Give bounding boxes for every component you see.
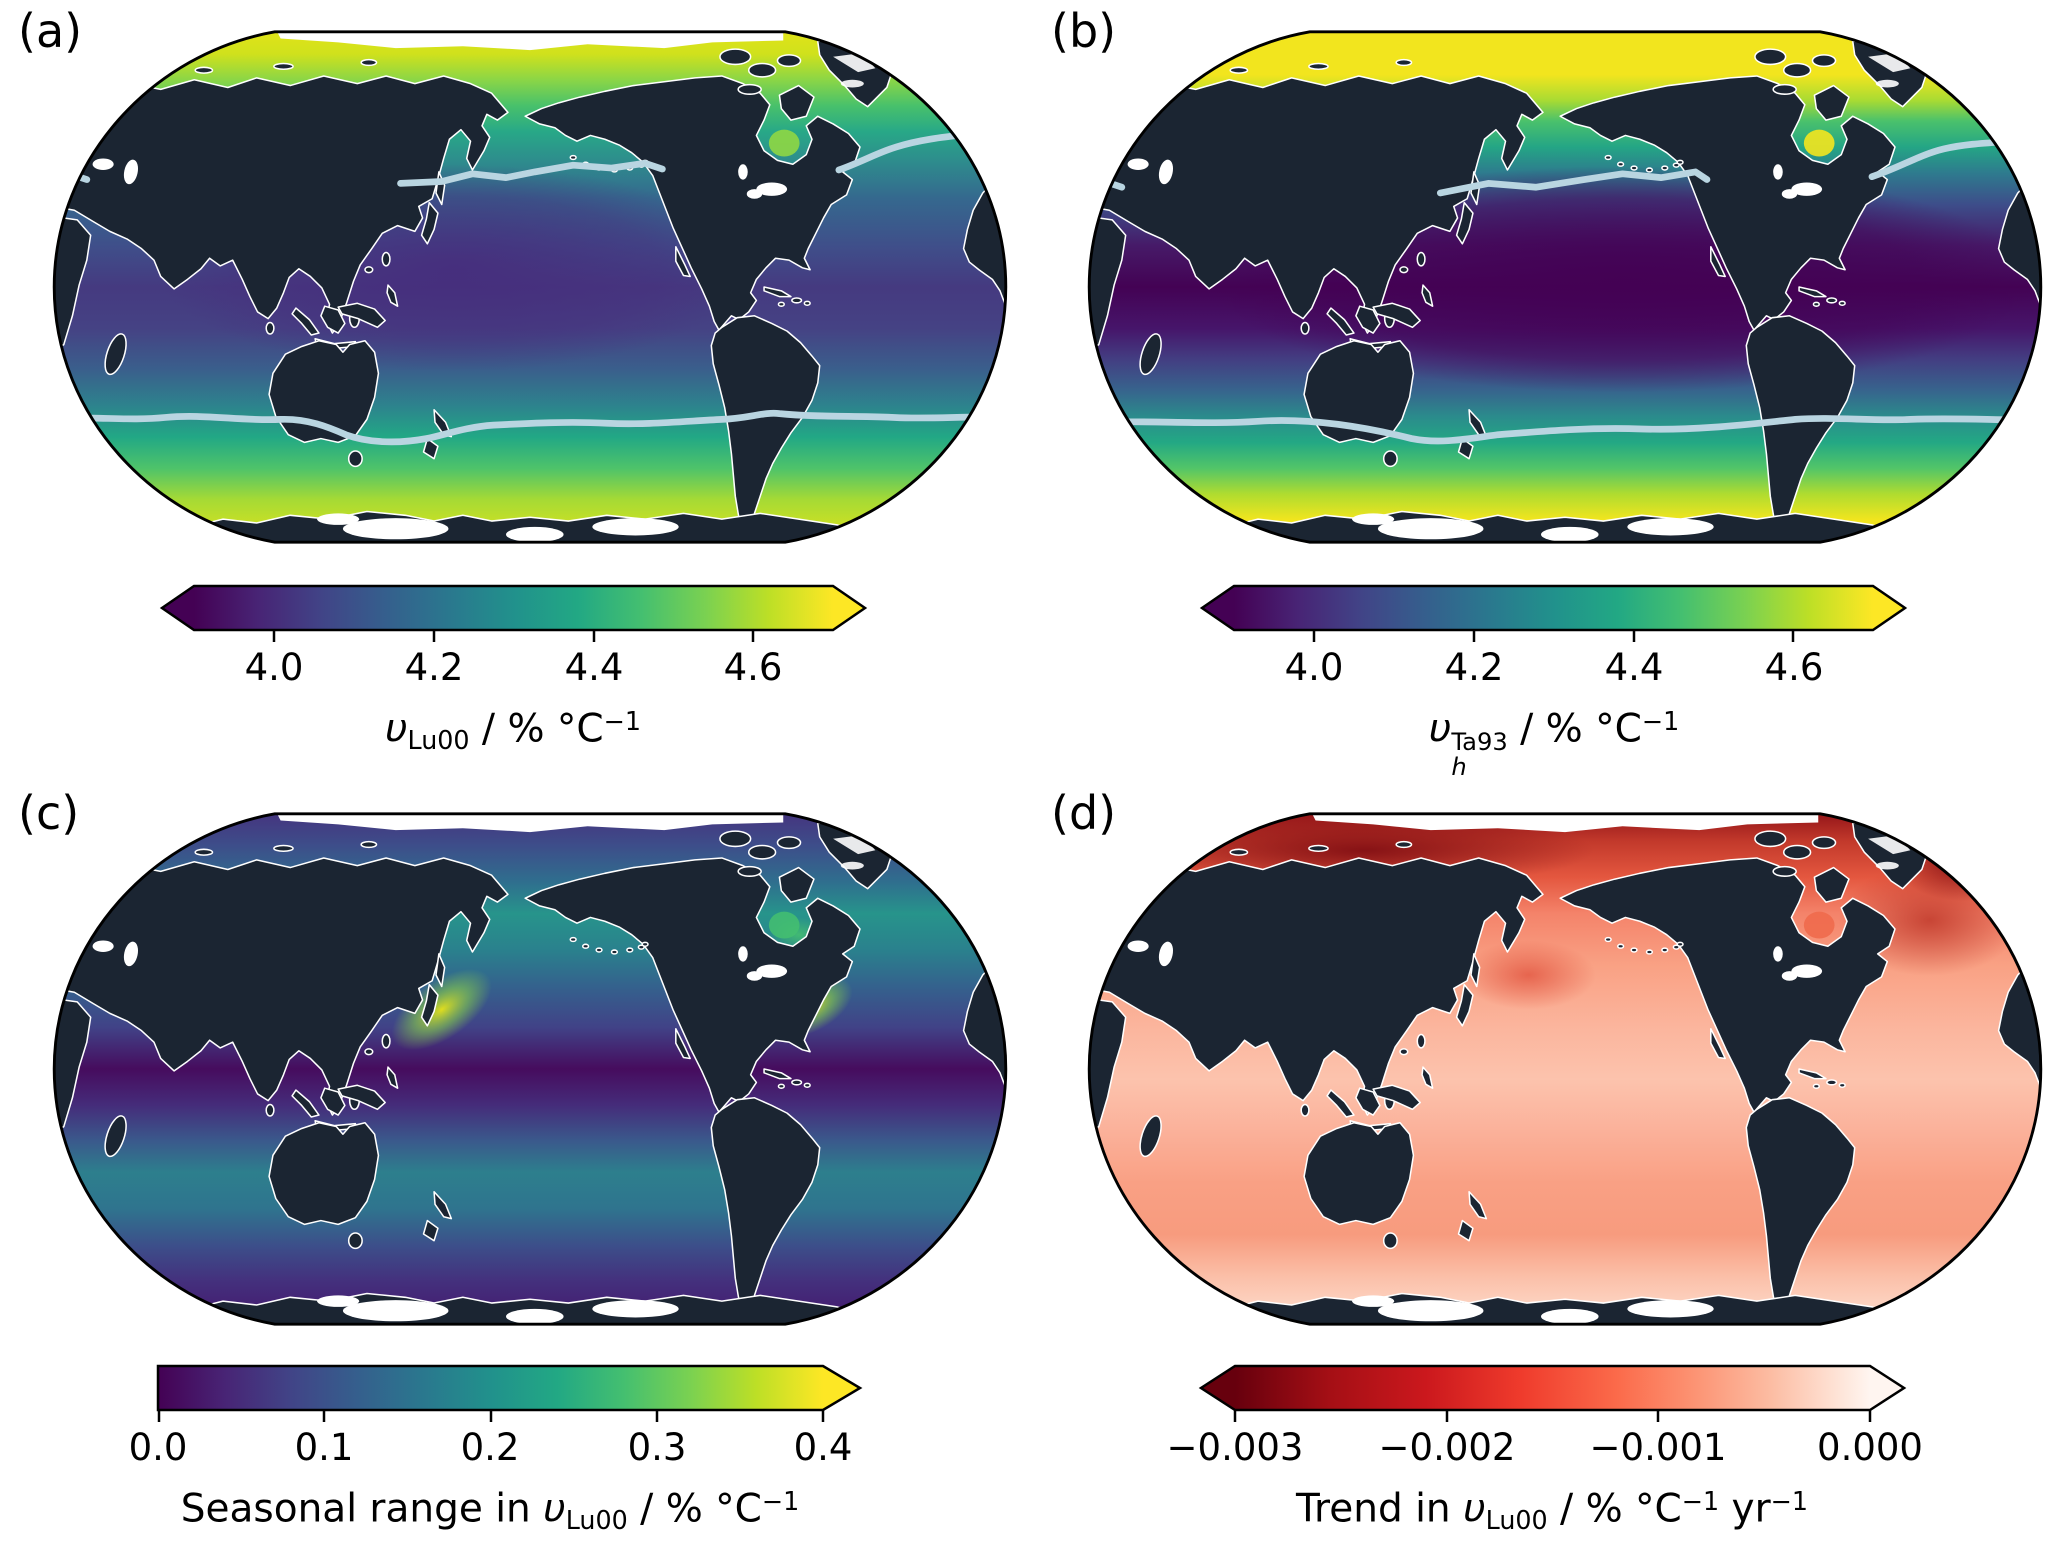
panel-d: (d) −0.003 −0.002 xyxy=(1034,780,2067,1553)
colorbar-c-tickmarks xyxy=(157,1410,825,1422)
colorbar-d-label: Trend in υLu00 / % °C−1 yr−1 xyxy=(1295,1486,1809,1535)
kuroshio-hotspot xyxy=(391,968,492,1051)
tick-label: 4.0 xyxy=(1284,646,1344,689)
tick-label: 0.2 xyxy=(460,1426,520,1469)
tick-label: −0.002 xyxy=(1378,1426,1516,1469)
nw-pacific-trend xyxy=(1461,940,1596,1010)
tick-label: 4.2 xyxy=(1444,646,1504,689)
tick-label: 4.2 xyxy=(404,646,464,689)
colorbar-d-tickmarks xyxy=(1233,1410,1872,1422)
colorbar-c-label: Seasonal range in υLu00 / % °C−1 xyxy=(180,1486,800,1535)
panel-b-letter: (b) xyxy=(1051,4,1117,58)
tick-label: −0.003 xyxy=(1166,1426,1304,1469)
hudson-bay-fill xyxy=(768,911,800,939)
panel-c: (c) 0.0 0.1 0.2 0.3 xyxy=(0,780,1033,1553)
panel-a-letter: (a) xyxy=(18,4,83,58)
panel-d-letter: (d) xyxy=(1051,786,1117,840)
world-map-d xyxy=(1087,812,2043,1326)
tick-label: 0.1 xyxy=(294,1426,354,1469)
world-map-b xyxy=(1087,30,2043,544)
tick-label: 4.6 xyxy=(1764,646,1824,689)
tick-label: −0.001 xyxy=(1589,1426,1727,1469)
tick-label: 0.000 xyxy=(1817,1426,1923,1469)
colorbar-a-tickmarks xyxy=(272,630,755,642)
panel-c-letter: (c) xyxy=(18,786,80,840)
colorbar-c xyxy=(156,1364,863,1422)
colorbar-a-label: υLu00 / % °C−1 xyxy=(384,706,642,755)
world-map-a xyxy=(52,30,1008,544)
tick-label: 0.0 xyxy=(128,1426,188,1469)
colorbar-a xyxy=(159,584,868,642)
tick-label: 4.4 xyxy=(1604,646,1664,689)
colorbar-b xyxy=(1199,584,1908,642)
colorbar-b-label: υ Ta93 h / % °C−1 xyxy=(1428,706,1680,782)
panel-b: (b) xyxy=(1034,0,2067,780)
tick-label: 4.6 xyxy=(723,646,783,689)
tick-label: 0.4 xyxy=(793,1426,853,1469)
hudson-bay-fill xyxy=(768,129,800,157)
panel-a: (a) xyxy=(0,0,1033,776)
tick-label: 0.3 xyxy=(627,1426,687,1469)
world-map-c xyxy=(52,812,1008,1326)
colorbar-d xyxy=(1198,1364,1907,1422)
hudson-bay-fill xyxy=(1803,911,1835,939)
tick-label: 4.4 xyxy=(564,646,624,689)
tick-label: 4.0 xyxy=(244,646,304,689)
colorbar-b-tickmarks xyxy=(1312,630,1795,642)
hudson-bay-fill xyxy=(1803,129,1835,157)
